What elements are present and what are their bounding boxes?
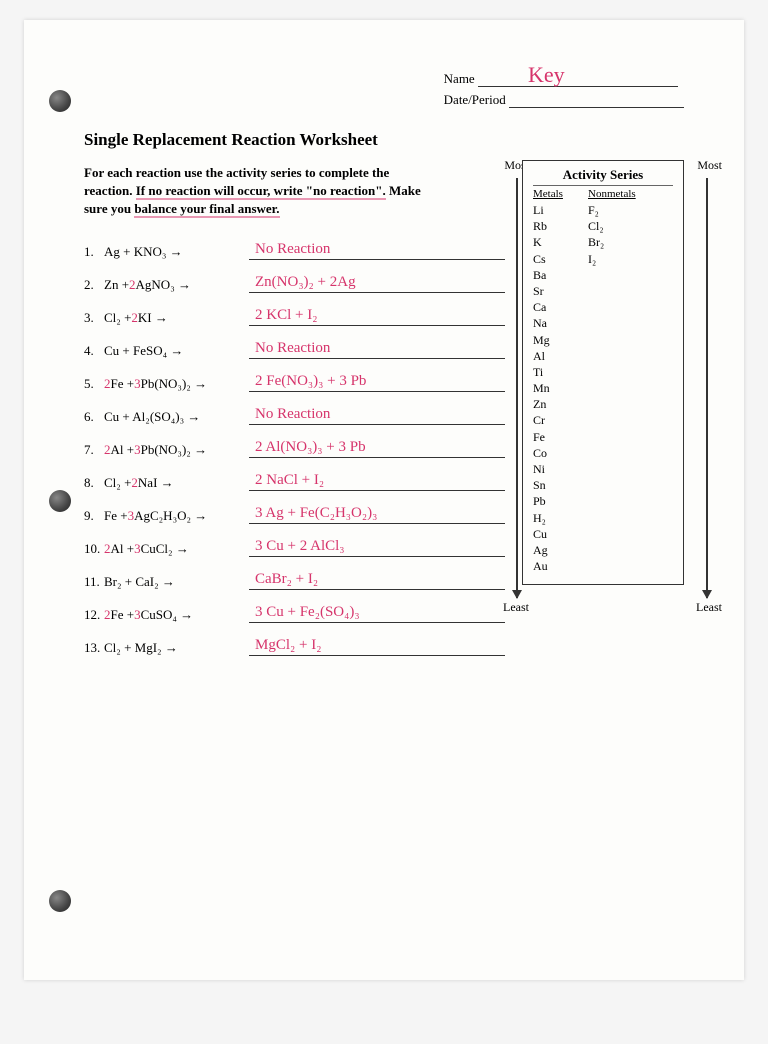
problem-answer: 3 Cu + Fe₂(SO₄)₃ <box>249 604 505 623</box>
nonmetals-column: F₂Cl₂Br₂I₂ <box>588 202 604 574</box>
problem-number: 5. <box>84 376 104 392</box>
date-line <box>509 91 684 108</box>
nonmetal-item: Br₂ <box>588 234 604 250</box>
metal-item: Ti <box>533 364 588 380</box>
problem-reactants: Cl₂ +2KI → <box>104 310 249 326</box>
problem-answer: No Reaction <box>249 340 505 359</box>
problem-reactants: Fe +3AgC₂H₃O₂ → <box>104 508 249 524</box>
punch-hole <box>49 90 71 112</box>
metal-item: Zn <box>533 396 588 412</box>
problem-number: 1. <box>84 244 104 260</box>
problem-reactants: Cl₂ + MgI₂ → <box>104 640 249 656</box>
problem-answer: 2 NaCl + I₂ <box>249 472 505 491</box>
metal-item: Sn <box>533 477 588 493</box>
worksheet-page: Name Key Date/Period Single Replacement … <box>24 20 744 980</box>
problem-answer: 2 KCl + I₂ <box>249 307 505 326</box>
nonmetal-item: F₂ <box>588 202 604 218</box>
problem-row: 12.2Fe +3CuSO₄ →3 Cu + Fe₂(SO₄)₃ <box>84 604 704 623</box>
problem-number: 8. <box>84 475 104 491</box>
metal-item: Ca <box>533 299 588 315</box>
problem-row: 13.Cl₂ + MgI₂ →MgCl₂ + I₂ <box>84 637 704 656</box>
activity-title: Activity Series <box>533 167 673 186</box>
metal-item: Ba <box>533 267 588 283</box>
nonmetal-item: I₂ <box>588 251 604 267</box>
problem-reactants: 2Fe +3Pb(NO₃)₂ → <box>104 376 249 392</box>
metal-item: Mg <box>533 332 588 348</box>
problem-reactants: 2Al +3CuCl₂ → <box>104 541 249 557</box>
metal-item: Na <box>533 315 588 331</box>
metal-item: Cr <box>533 412 588 428</box>
metal-item: Co <box>533 445 588 461</box>
activity-series-box: Activity Series Metals Nonmetals LiRbKCs… <box>522 160 684 585</box>
problem-number: 3. <box>84 310 104 326</box>
metals-header: Metals <box>533 188 588 200</box>
problem-number: 2. <box>84 277 104 293</box>
metal-item: Rb <box>533 218 588 234</box>
problem-answer: CaBr₂ + I₂ <box>249 571 505 590</box>
problem-reactants: 2Al +3Pb(NO₃)₂ → <box>104 442 249 458</box>
problem-answer: No Reaction <box>249 406 505 425</box>
metal-item: K <box>533 234 588 250</box>
header-block: Name Key Date/Period <box>444 70 684 112</box>
problem-number: 10. <box>84 541 104 557</box>
problem-answer: MgCl₂ + I₂ <box>249 637 505 656</box>
metals-column: LiRbKCsBaSrCaNaMgAlTiMnZnCrFeCoNiSnPbH₂C… <box>533 202 588 574</box>
least-label-left: Least <box>503 600 529 615</box>
metal-item: Mn <box>533 380 588 396</box>
problem-reactants: Cu + FeSO₄ → <box>104 343 249 359</box>
problem-answer: No Reaction <box>249 241 505 260</box>
metal-item: Al <box>533 348 588 364</box>
arrow-left <box>516 178 518 598</box>
name-value: Key <box>528 62 565 88</box>
problem-reactants: Br₂ + CaI₂ → <box>104 574 249 590</box>
least-label-right: Least <box>696 600 722 615</box>
problem-reactants: 2Fe +3CuSO₄ → <box>104 607 249 623</box>
punch-hole <box>49 890 71 912</box>
problem-reactants: Ag + KNO₃ → <box>104 244 249 260</box>
punch-hole <box>49 490 71 512</box>
arrow-right <box>706 178 708 598</box>
problem-answer: 2 Al(NO₃)₃ + 3 Pb <box>249 439 505 458</box>
problem-number: 9. <box>84 508 104 524</box>
nonmetals-header: Nonmetals <box>588 188 636 200</box>
nonmetal-item: Cl₂ <box>588 218 604 234</box>
problem-number: 13. <box>84 640 104 656</box>
most-label-right: Most <box>697 158 722 173</box>
instructions: For each reaction use the activity serie… <box>84 164 424 219</box>
problem-answer: 3 Ag + Fe(C₂H₃O₂)₃ <box>249 505 505 524</box>
metal-item: Fe <box>533 429 588 445</box>
problem-reactants: Zn +2AgNO₃ → <box>104 277 249 293</box>
instr-underline2: balance your final answer. <box>134 201 279 218</box>
metal-item: Ni <box>533 461 588 477</box>
name-line: Key <box>478 70 678 87</box>
problem-answer: 3 Cu + 2 AlCl₃ <box>249 538 505 557</box>
metal-item: Cu <box>533 526 588 542</box>
problem-answer: Zn(NO₃)₂ + 2Ag <box>249 274 505 293</box>
problem-number: 11. <box>84 574 104 590</box>
metal-item: Ag <box>533 542 588 558</box>
metal-item: H₂ <box>533 510 588 526</box>
metal-item: Li <box>533 202 588 218</box>
metal-item: Sr <box>533 283 588 299</box>
worksheet-title: Single Replacement Reaction Worksheet <box>84 130 704 150</box>
problem-number: 7. <box>84 442 104 458</box>
problem-reactants: Cu + Al₂(SO₄)₃ → <box>104 409 249 425</box>
problem-number: 12. <box>84 607 104 623</box>
metal-item: Pb <box>533 493 588 509</box>
name-label: Name <box>444 71 475 87</box>
problem-reactants: Cl₂ +2NaI → <box>104 475 249 491</box>
problem-answer: 2 Fe(NO₃)₃ + 3 Pb <box>249 373 505 392</box>
metal-item: Au <box>533 558 588 574</box>
date-label: Date/Period <box>444 92 506 108</box>
problem-number: 4. <box>84 343 104 359</box>
metal-item: Cs <box>533 251 588 267</box>
instr-underline1: If no reaction will occur, write "no rea… <box>136 183 386 200</box>
problem-number: 6. <box>84 409 104 425</box>
